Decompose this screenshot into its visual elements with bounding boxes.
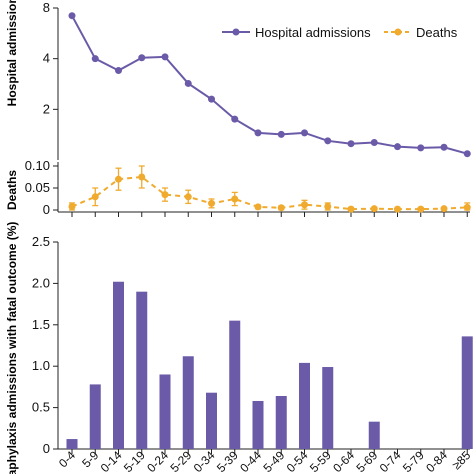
legend-admissions-marker <box>232 28 240 36</box>
deaths-y-tick-label: 0.05 <box>25 180 50 195</box>
admissions-series-line <box>71 15 468 155</box>
fatal-outcome-bar <box>206 392 217 449</box>
legend-deaths-label: Deaths <box>416 25 458 40</box>
admissions-y-tick-label: 4 <box>43 51 50 66</box>
admissions-point <box>417 144 425 152</box>
deaths-panel: Deaths 0.10 0.05 0 <box>5 158 471 217</box>
deaths-point <box>394 205 401 213</box>
fatal-outcome-bar <box>136 291 148 449</box>
fatal-outcome-bar <box>322 367 334 449</box>
admissions-point <box>231 115 239 123</box>
admissions-point <box>324 137 332 145</box>
admissions-point <box>115 67 122 75</box>
admissions-point <box>277 130 285 138</box>
fatal-outcome-x-tick-label: 0-84 <box>423 448 450 474</box>
deaths-point <box>417 205 425 213</box>
admissions-point <box>68 12 76 20</box>
admissions-point <box>394 143 401 151</box>
fatal-outcome-bar <box>252 400 264 449</box>
fatal-outcome-bar <box>182 356 194 449</box>
deaths-y-tick-label: 0.10 <box>25 158 50 173</box>
deaths-point <box>440 205 448 213</box>
fatal-outcome-bar <box>89 384 101 449</box>
legend-admissions-label: Hospital admissions <box>255 25 371 40</box>
deaths-y-tick-label: 0 <box>43 202 50 217</box>
deaths-point <box>301 201 308 209</box>
fatal-outcome-bar <box>113 281 124 449</box>
fatal-outcome-x-tick-label: 0-44 <box>237 448 264 474</box>
fatal-outcome-bar <box>275 396 287 449</box>
admissions-point <box>301 129 308 137</box>
admissions-point <box>440 143 448 151</box>
admissions-point <box>347 140 355 148</box>
deaths-point <box>347 205 355 213</box>
fatal-outcome-x-tick-label: 0-64 <box>330 448 357 474</box>
fatal-outcome-y-tick-label: 0.5 <box>32 400 50 415</box>
deaths-axis-title: Deaths <box>5 170 19 210</box>
admissions-panel: Hospital admissions 8 4 2 Hospital admissi… <box>5 0 471 160</box>
fatal-outcome-bar <box>368 421 380 449</box>
deaths-point <box>231 195 239 203</box>
fatal-outcome-x-tick-label: 5-19 <box>121 448 148 474</box>
legend-deaths-marker <box>394 28 402 36</box>
fatal-outcome-x-tick-label: 0-34 <box>191 448 218 474</box>
admissions-point <box>91 55 99 63</box>
admissions-axis-title: Hospital admissions <box>5 0 19 106</box>
deaths-point <box>138 173 146 181</box>
fatal-outcome-y-tick-label: 1.5 <box>32 317 50 332</box>
fatal-outcome-y-tick-label: 2.5 <box>32 234 50 249</box>
admissions-point <box>208 95 215 103</box>
fatal-outcome-axis-title: Anaphylaxis admissions with fatal outcom… <box>5 222 19 474</box>
admissions-y-tick-label: 8 <box>43 0 50 15</box>
deaths-point <box>463 203 471 211</box>
legend: Hospital admissions Deaths <box>222 25 458 40</box>
fatal-outcome-x-tick-label: 0-54 <box>284 448 311 474</box>
deaths-point <box>161 191 169 199</box>
admissions-point <box>370 139 378 147</box>
deaths-point <box>324 202 332 210</box>
fatal-outcome-x-tick-label: 5-29 <box>167 448 194 474</box>
deaths-point <box>184 193 192 201</box>
fatal-outcome-x-tick-label: 5-59 <box>307 448 334 474</box>
admissions-point <box>463 150 471 158</box>
admissions-point <box>254 129 262 137</box>
fatal-outcome-bar <box>299 362 310 449</box>
fatal-outcome-x-tick-label: ≥85 <box>449 448 473 472</box>
fatal-outcome-bar <box>66 439 78 449</box>
fatal-outcome-bar <box>229 320 241 449</box>
fatal-outcome-x-tick-label: 0-14 <box>98 448 125 474</box>
fatal-outcome-x-tick-label: 0-24 <box>144 448 171 474</box>
deaths-point <box>254 203 262 211</box>
admissions-point <box>138 54 146 62</box>
fatal-outcome-x-tick-label: 5-49 <box>260 448 287 474</box>
fatal-outcome-panel: Anaphylaxis admissions with fatal outcom… <box>5 222 474 474</box>
fatal-outcome-x-tick-label: 0-74 <box>377 448 404 474</box>
fatal-outcome-bar <box>461 336 473 449</box>
deaths-point <box>115 175 122 183</box>
fatal-outcome-y-tick-label: 0 <box>43 441 50 456</box>
deaths-point <box>91 193 99 201</box>
fatal-outcome-y-tick-label: 2.0 <box>32 275 50 290</box>
admissions-y-tick-label: 2 <box>43 101 50 116</box>
admissions-point <box>161 53 169 61</box>
deaths-series-line <box>71 175 468 211</box>
fatal-outcome-y-tick-label: 1.0 <box>32 358 50 373</box>
deaths-point <box>208 199 215 207</box>
fatal-outcome-x-tick-label: 0-4 <box>56 448 78 470</box>
deaths-point <box>68 202 76 210</box>
deaths-point <box>277 204 285 212</box>
fatal-outcome-bar <box>159 374 171 449</box>
fatal-outcome-x-tick-label: 5-79 <box>400 448 427 474</box>
fatal-outcome-x-tick-label: 5-69 <box>353 448 380 474</box>
deaths-point <box>370 205 378 213</box>
admissions-point <box>184 79 192 87</box>
fatal-outcome-x-tick-label: 5-39 <box>214 448 241 474</box>
